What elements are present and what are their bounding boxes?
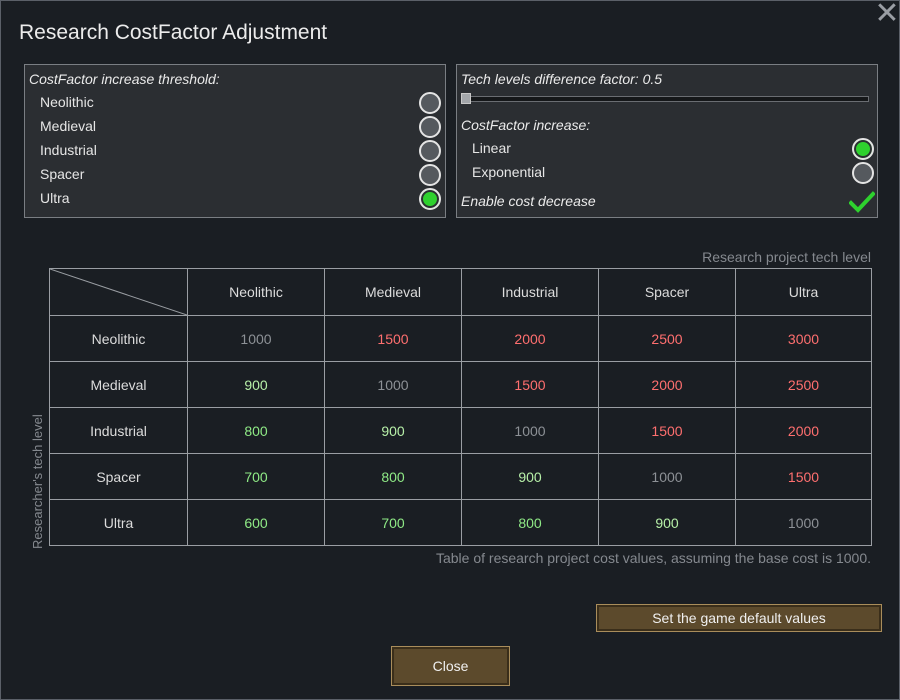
table-cell: 2000 <box>598 361 736 408</box>
table-corner <box>49 268 188 316</box>
table-cell: 1000 <box>461 407 599 454</box>
difference-factor-slider[interactable] <box>463 96 869 102</box>
table-row: Ultra 600 700 800 900 1000 <box>49 499 872 546</box>
table-cell: 800 <box>187 407 325 454</box>
table-row: Spacer 700 800 900 1000 1500 <box>49 453 872 500</box>
table-note: Table of research project cost values, a… <box>435 550 871 566</box>
table-cell: 1000 <box>598 453 736 500</box>
close-icon[interactable]: ✕ <box>874 0 900 30</box>
close-button[interactable]: Close <box>391 646 510 686</box>
corner-diagonal <box>50 269 187 315</box>
table-cell: 800 <box>324 453 462 500</box>
threshold-option-label: Medieval <box>40 118 97 134</box>
increase-option-label: Exponential <box>472 164 546 180</box>
radio-neolithic[interactable] <box>419 92 441 114</box>
table-cell: 600 <box>187 499 325 546</box>
threshold-option-label: Industrial <box>40 142 97 158</box>
table-cell: 1500 <box>324 315 462 362</box>
increase-option-exponential[interactable]: Exponential <box>457 161 877 185</box>
row-header: Neolithic <box>49 315 188 362</box>
increase-option-label: Linear <box>472 140 511 156</box>
column-header: Industrial <box>461 268 599 316</box>
table-cell: 2000 <box>461 315 599 362</box>
slider-handle[interactable] <box>461 93 471 104</box>
table-cell: 1500 <box>598 407 736 454</box>
radio-exponential[interactable] <box>852 162 874 184</box>
table-cell: 800 <box>461 499 599 546</box>
table-cell: 2000 <box>735 407 872 454</box>
table-cell: 1500 <box>461 361 599 408</box>
set-defaults-button[interactable]: Set the game default values <box>596 604 882 632</box>
cost-table: Neolithic Medieval Industrial Spacer Ultra Ne… <box>49 268 872 546</box>
table-cell: 1500 <box>735 453 872 500</box>
table-row: Industrial 800 900 1000 1500 2000 <box>49 407 872 454</box>
table-row: Neolithic 1000 1500 2000 2500 3000 <box>49 315 872 362</box>
table-cell: 900 <box>598 499 736 546</box>
threshold-option-label: Spacer <box>40 166 85 182</box>
radio-spacer[interactable] <box>419 164 441 186</box>
radio-ultra[interactable] <box>419 188 441 210</box>
row-header: Spacer <box>49 453 188 500</box>
slider-label: Tech levels difference factor: 0.5 <box>461 71 663 87</box>
row-header: Ultra <box>49 499 188 546</box>
table-cell: 2500 <box>735 361 872 408</box>
threshold-panel: CostFactor increase threshold: Neolithic… <box>24 64 446 218</box>
column-header: Neolithic <box>187 268 325 316</box>
threshold-option-industrial[interactable]: Industrial <box>25 139 445 163</box>
threshold-option-neolithic[interactable]: Neolithic <box>25 91 445 115</box>
row-axis-label: Researcher's tech level <box>30 414 45 549</box>
column-header: Ultra <box>735 268 872 316</box>
table-cell: 1000 <box>324 361 462 408</box>
table-cell: 900 <box>461 453 599 500</box>
table-cell: 1000 <box>735 499 872 546</box>
column-header: Medieval <box>324 268 462 316</box>
increase-option-linear[interactable]: Linear <box>457 137 877 161</box>
column-header: Spacer <box>598 268 736 316</box>
table-row: Medieval 900 1000 1500 2000 2500 <box>49 361 872 408</box>
cost-decrease-label: Enable cost decrease <box>461 193 596 209</box>
checkmark-icon[interactable] <box>849 191 875 213</box>
dialog-title: Research CostFactor Adjustment <box>19 21 328 44</box>
row-header: Medieval <box>49 361 188 408</box>
table-cell: 900 <box>324 407 462 454</box>
table-cell: 700 <box>187 453 325 500</box>
radio-industrial[interactable] <box>419 140 441 162</box>
factor-panel: Tech levels difference factor: 0.5 CostF… <box>456 64 878 218</box>
threshold-option-ultra[interactable]: Ultra <box>25 187 445 211</box>
threshold-panel-title: CostFactor increase threshold: <box>29 71 220 87</box>
column-axis-label: Research project tech level <box>702 249 871 265</box>
table-cell: 700 <box>324 499 462 546</box>
radio-linear[interactable] <box>852 138 874 160</box>
table-cell: 1000 <box>187 315 325 362</box>
table-cell: 900 <box>187 361 325 408</box>
threshold-option-label: Ultra <box>40 190 70 206</box>
table-cell: 3000 <box>735 315 872 362</box>
table-cell: 2500 <box>598 315 736 362</box>
threshold-option-spacer[interactable]: Spacer <box>25 163 445 187</box>
threshold-option-medieval[interactable]: Medieval <box>25 115 445 139</box>
row-header: Industrial <box>49 407 188 454</box>
radio-medieval[interactable] <box>419 116 441 138</box>
increase-title: CostFactor increase: <box>461 117 591 133</box>
threshold-option-label: Neolithic <box>40 94 94 110</box>
